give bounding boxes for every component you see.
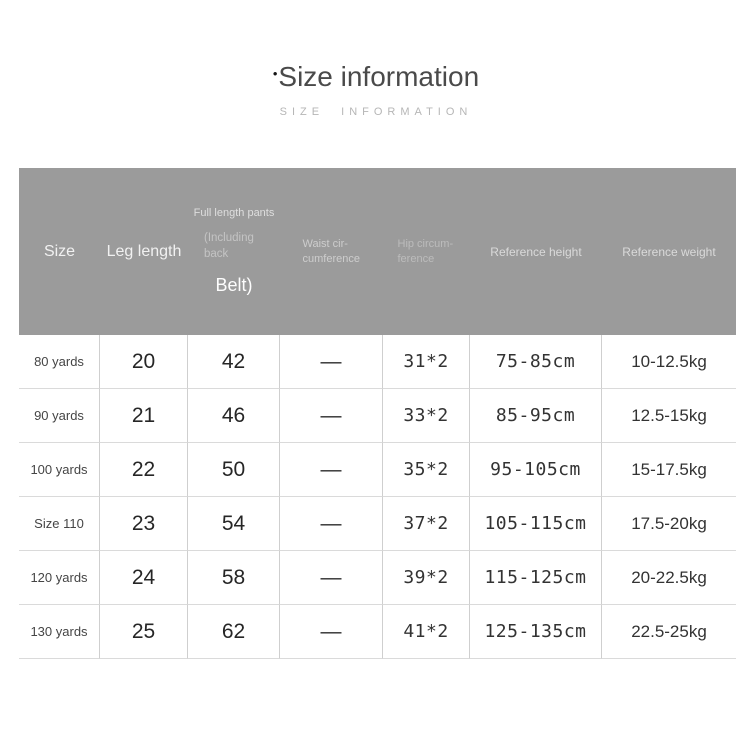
page-subtitle: SIZE INFORMATION — [279, 106, 473, 118]
header-label-reference-height: Reference height — [490, 244, 582, 259]
cell-reference-weight: 10-12.5kg — [602, 335, 736, 389]
cell-reference-weight: 22.5-25kg — [602, 605, 736, 659]
header-label-size: Size — [43, 242, 76, 260]
cell-full-length: 46 — [188, 389, 280, 443]
cell-waist: — — [280, 551, 383, 605]
header-label-waist: Waist cir-cumference — [302, 237, 360, 265]
header-label-full-length-bottom: Belt) — [215, 275, 253, 296]
cell-waist: — — [280, 443, 383, 497]
header-cell-waist: Waist cir-cumference — [280, 168, 383, 335]
cell-reference-height: 115-125cm — [470, 551, 602, 605]
header-cell-full-length: Full length pants (Including back Belt) — [188, 168, 280, 335]
cell-hip: 35*2 — [383, 443, 470, 497]
cell-reference-weight: 15-17.5kg — [602, 443, 736, 497]
cell-hip: 41*2 — [383, 605, 470, 659]
cell-waist: — — [280, 605, 383, 659]
cell-full-length: 54 — [188, 497, 280, 551]
cell-full-length: 42 — [188, 335, 280, 389]
cell-waist: — — [280, 497, 383, 551]
cell-full-length: 58 — [188, 551, 280, 605]
cell-full-length: 50 — [188, 443, 280, 497]
cell-size: 90 yards — [19, 389, 100, 443]
cell-reference-height: 85-95cm — [470, 389, 602, 443]
cell-reference-height: 75-85cm — [470, 335, 602, 389]
header-cell-size: Size — [19, 168, 100, 335]
cell-size: Size 110 — [19, 497, 100, 551]
header-cell-reference-height: Reference height — [470, 168, 602, 335]
size-table: Size Leg length Full length pants (Inclu… — [19, 168, 736, 659]
page-title-block: •Size information — [0, 61, 752, 93]
cell-leg-length: 25 — [100, 605, 188, 659]
cell-size: 100 yards — [19, 443, 100, 497]
table-body: 80 yards 20 42 — 31*2 75-85cm 10-12.5kg … — [19, 335, 736, 659]
cell-leg-length: 21 — [100, 389, 188, 443]
cell-leg-length: 24 — [100, 551, 188, 605]
cell-reference-height: 105-115cm — [470, 497, 602, 551]
cell-hip: 33*2 — [383, 389, 470, 443]
header-cell-hip: Hip circum-ference — [383, 168, 470, 335]
cell-leg-length: 20 — [100, 335, 188, 389]
header-label-full-length-mid: (Including back — [204, 231, 254, 260]
title-bullet-icon: • — [272, 66, 278, 81]
cell-leg-length: 23 — [100, 497, 188, 551]
cell-reference-height: 95-105cm — [470, 443, 602, 497]
header-cell-leg-length: Leg length — [100, 168, 188, 335]
cell-hip: 31*2 — [383, 335, 470, 389]
cell-waist: — — [280, 389, 383, 443]
cell-size: 80 yards — [19, 335, 100, 389]
cell-size: 120 yards — [19, 551, 100, 605]
header-label-full-length-top: Full length pants — [193, 206, 275, 219]
header-label-leg-length: Leg length — [106, 242, 182, 260]
cell-hip: 39*2 — [383, 551, 470, 605]
cell-reference-weight: 12.5-15kg — [602, 389, 736, 443]
header-label-hip: Hip circum-ference — [397, 237, 454, 265]
cell-size: 130 yards — [19, 605, 100, 659]
page-title: Size information — [278, 61, 480, 92]
table-header-row: Size Leg length Full length pants (Inclu… — [19, 168, 736, 335]
header-cell-reference-weight: Reference weight — [602, 168, 736, 335]
cell-reference-height: 125-135cm — [470, 605, 602, 659]
cell-hip: 37*2 — [383, 497, 470, 551]
cell-waist: — — [280, 335, 383, 389]
cell-reference-weight: 20-22.5kg — [602, 551, 736, 605]
cell-reference-weight: 17.5-20kg — [602, 497, 736, 551]
cell-leg-length: 22 — [100, 443, 188, 497]
cell-full-length: 62 — [188, 605, 280, 659]
header-label-reference-weight: Reference weight — [622, 244, 716, 259]
